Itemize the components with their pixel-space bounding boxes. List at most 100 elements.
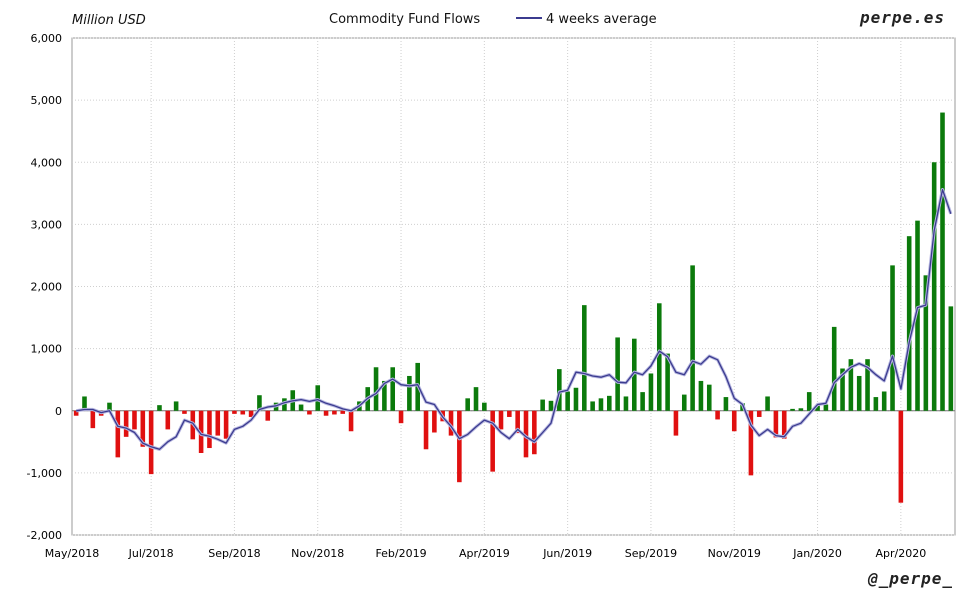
flow-bar bbox=[240, 410, 246, 415]
flow-bar bbox=[906, 236, 912, 411]
average-line bbox=[76, 188, 952, 450]
watermark-top: perpe.es bbox=[859, 8, 945, 27]
flow-bar bbox=[756, 410, 762, 417]
flow-bar bbox=[715, 410, 720, 420]
flow-bar bbox=[640, 392, 645, 411]
flow-bar bbox=[332, 410, 337, 415]
flow-bar bbox=[448, 410, 454, 436]
flow-bar bbox=[307, 410, 312, 415]
flow-bar bbox=[248, 410, 254, 417]
flow-bar bbox=[82, 396, 87, 411]
flow-bar bbox=[115, 410, 121, 458]
flow-bar bbox=[840, 368, 845, 411]
flow-bar bbox=[540, 399, 545, 411]
flow-bar bbox=[948, 306, 954, 411]
flow-bar bbox=[182, 410, 187, 414]
flow-bar bbox=[165, 410, 171, 430]
flow-bar bbox=[390, 367, 396, 411]
flow-bar bbox=[373, 367, 379, 411]
flow-bar bbox=[507, 410, 512, 417]
flow-bar bbox=[465, 398, 470, 411]
flow-bar bbox=[831, 326, 837, 411]
flow-bar bbox=[340, 410, 346, 414]
flow-bar bbox=[665, 353, 670, 411]
y-tick-label: -2,000 bbox=[27, 529, 62, 542]
flow-bar bbox=[90, 410, 96, 429]
flow-bar bbox=[382, 380, 387, 411]
x-tick-label: Jun/2019 bbox=[542, 547, 592, 560]
flow-bar bbox=[548, 400, 554, 411]
flow-bar bbox=[157, 405, 162, 411]
flow-bar bbox=[215, 410, 221, 436]
flow-bar bbox=[148, 410, 154, 475]
flow-bar bbox=[257, 395, 262, 411]
flow-bar bbox=[557, 369, 562, 411]
flow-bar bbox=[781, 410, 787, 439]
flow-bar bbox=[298, 404, 304, 411]
flow-bar bbox=[923, 275, 929, 411]
flow-bar bbox=[265, 410, 271, 421]
flow-bar bbox=[623, 396, 629, 411]
flow-bar bbox=[423, 410, 429, 450]
flow-bar bbox=[473, 387, 479, 411]
flow-bar bbox=[232, 410, 237, 414]
x-tick-label: Sep/2019 bbox=[625, 547, 677, 560]
flow-bar bbox=[515, 410, 520, 434]
flow-bar bbox=[806, 392, 812, 411]
x-tick-label: Sep/2018 bbox=[208, 547, 260, 560]
x-tick-label: Apr/2020 bbox=[875, 547, 926, 560]
y-tick-label: 2,000 bbox=[31, 281, 63, 294]
flow-bar bbox=[565, 391, 570, 411]
flow-bar bbox=[873, 397, 879, 411]
flow-bar bbox=[765, 396, 770, 411]
flow-bar bbox=[890, 265, 895, 411]
y-tick-label: 0 bbox=[55, 405, 62, 418]
watermark-bottom: @_perpe_ bbox=[867, 569, 953, 588]
x-tick-label: Feb/2019 bbox=[375, 547, 426, 560]
flow-bar bbox=[482, 402, 487, 411]
x-tick-label: Nov/2019 bbox=[708, 547, 761, 560]
flow-bar bbox=[723, 397, 729, 411]
flow-bar bbox=[731, 410, 737, 432]
flow-bar bbox=[573, 387, 579, 411]
flow-bar bbox=[773, 410, 779, 438]
flow-bar bbox=[881, 391, 887, 411]
y-tick-label: 3,000 bbox=[31, 218, 63, 231]
chart-title: Commodity Fund Flows bbox=[329, 12, 480, 27]
flow-bar bbox=[698, 380, 704, 411]
flow-bar bbox=[323, 410, 329, 416]
flow-bar bbox=[173, 401, 179, 411]
flow-bar bbox=[132, 410, 137, 430]
x-tick-label: May/2018 bbox=[45, 547, 99, 560]
x-tick-label: Apr/2019 bbox=[459, 547, 510, 560]
flow-bar bbox=[73, 410, 79, 416]
legend-average-label: 4 weeks average bbox=[546, 12, 657, 27]
y-tick-label: 5,000 bbox=[31, 94, 63, 107]
flow-bar bbox=[915, 220, 920, 411]
x-tick-label: Jul/2018 bbox=[128, 547, 174, 560]
flow-bar bbox=[673, 410, 679, 436]
flow-bar bbox=[815, 405, 820, 411]
y-tick-label: 4,000 bbox=[31, 156, 63, 169]
flow-bar bbox=[748, 410, 754, 476]
flow-bar bbox=[223, 410, 229, 439]
flow-bar bbox=[123, 410, 129, 437]
flow-bar bbox=[856, 375, 862, 411]
y-tick-label: 6,000 bbox=[31, 32, 63, 45]
flow-bar bbox=[398, 410, 404, 424]
flow-bar bbox=[523, 410, 529, 458]
flow-bar bbox=[823, 404, 829, 411]
y-tick-label: 1,000 bbox=[31, 343, 63, 356]
flow-bar bbox=[615, 337, 620, 411]
flow-bar bbox=[690, 265, 695, 411]
flow-bar bbox=[490, 410, 495, 472]
flow-bar bbox=[498, 410, 504, 430]
flow-bar bbox=[598, 398, 604, 411]
flow-bar bbox=[532, 410, 537, 455]
flow-bar bbox=[348, 410, 354, 432]
flow-bar bbox=[457, 410, 462, 483]
flow-bar bbox=[940, 112, 945, 411]
flow-bar bbox=[848, 359, 854, 411]
flow-bar bbox=[140, 410, 146, 447]
